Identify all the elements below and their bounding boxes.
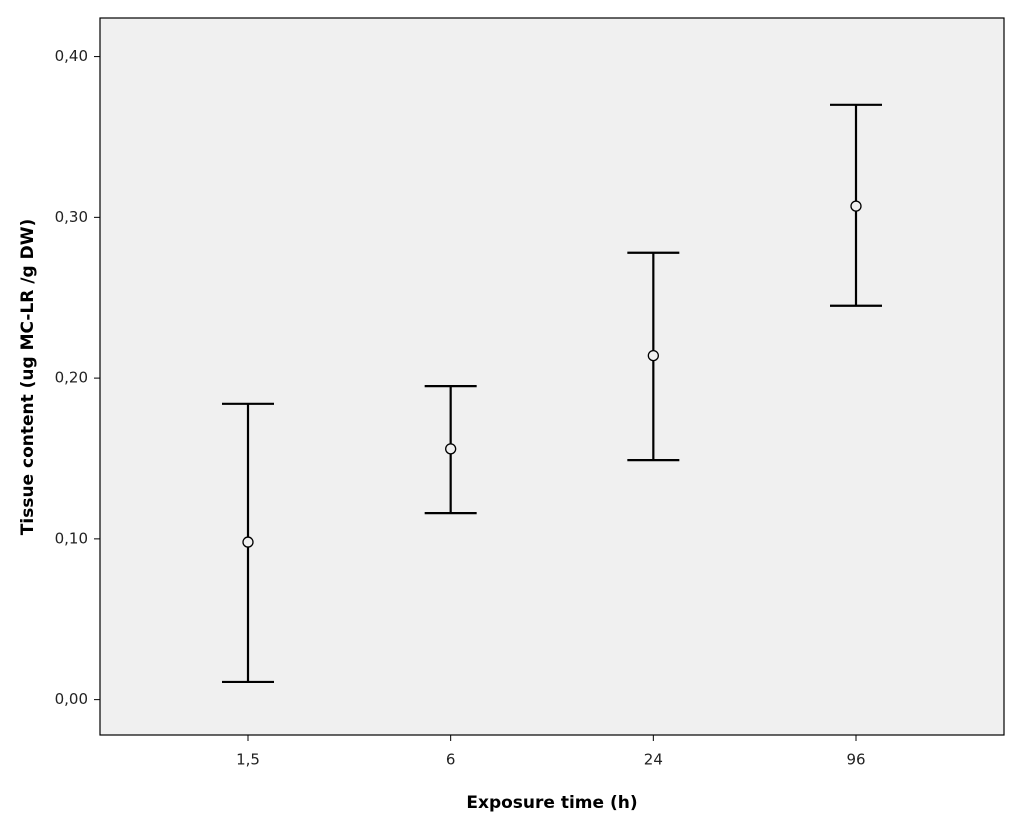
x-axis-title: Exposure time (h) [466,793,637,813]
y-tick-label: 0,20 [55,369,88,387]
y-tick-label: 0,10 [55,529,88,547]
mean-marker [647,349,659,362]
x-tick-label: 96 [846,751,865,769]
mean-marker [242,536,254,548]
x-tick-label: 24 [644,751,663,769]
mean-marker [445,443,457,455]
x-tick-label: 1,5 [236,751,260,769]
plot-area [99,17,1005,736]
y-tick-label: 0,00 [55,690,88,708]
x-tick-label: 6 [446,751,456,769]
y-tick-label: 0,30 [55,208,88,226]
mean-marker [850,200,862,212]
y-tick-label: 0,40 [55,47,88,65]
y-axis-title: Tissue content (ug MC-LR /g DW) [18,219,38,535]
